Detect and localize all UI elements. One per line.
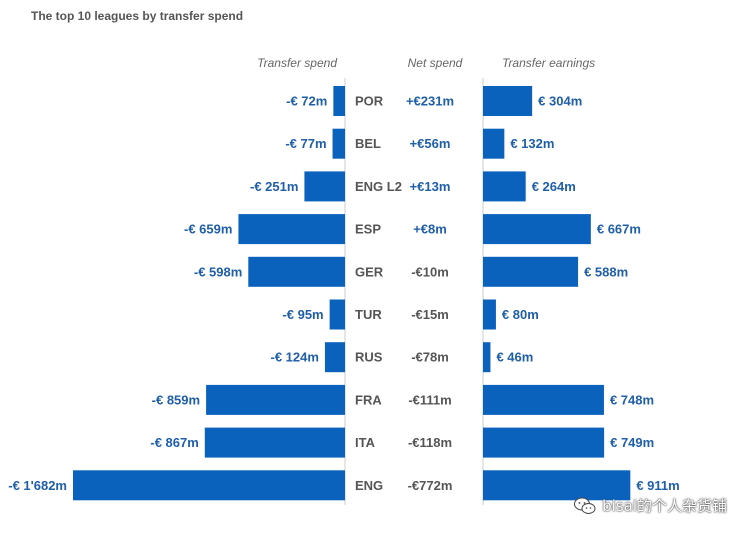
earnings-bar-eng-l2	[483, 171, 526, 202]
chart-title: The top 10 leagues by transfer spend	[31, 9, 243, 23]
net-value-esp: +€8m	[413, 222, 447, 237]
spend-value-eng-l2: -€ 251m	[250, 179, 298, 194]
net-value-rus: -€78m	[411, 350, 449, 365]
spend-bar-eng	[73, 470, 345, 501]
watermark-text: bisal的个人杂货铺	[602, 497, 727, 515]
league-label-tur: TUR	[355, 307, 382, 322]
net-value-por: +€231m	[406, 94, 454, 109]
spend-bar-esp	[238, 214, 345, 245]
league-label-ita: ITA	[355, 435, 376, 450]
net-value-ger: -€10m	[411, 264, 449, 279]
earnings-bar-eng	[483, 470, 631, 501]
earnings-value-ita: € 749m	[610, 435, 654, 450]
net-value-fra: -€111m	[408, 392, 451, 407]
spend-bar-rus	[324, 342, 345, 373]
header-transfer-earnings: Transfer earnings	[502, 56, 595, 70]
header-net-spend: Net spend	[408, 56, 463, 70]
earnings-value-ger: € 588m	[584, 264, 628, 279]
wechat-icon	[574, 497, 596, 514]
spend-bar-tur	[329, 299, 345, 330]
spend-bar-ita	[204, 427, 345, 458]
spend-bar-ger	[248, 256, 345, 287]
earnings-value-rus: € 46m	[496, 350, 533, 365]
spend-value-ita: -€ 867m	[150, 435, 198, 450]
watermark: bisal的个人杂货铺	[574, 495, 727, 516]
spend-value-ger: -€ 598m	[194, 264, 242, 279]
earnings-value-por: € 304m	[538, 94, 582, 109]
league-label-rus: RUS	[355, 350, 383, 365]
net-value-ita: -€118m	[408, 435, 452, 450]
spend-value-eng: -€ 1'682m	[8, 478, 67, 493]
spend-value-tur: -€ 95m	[282, 307, 323, 322]
earnings-value-eng-l2: € 264m	[532, 179, 576, 194]
net-value-eng-l2: +€13m	[410, 179, 451, 194]
league-label-por: POR	[355, 94, 384, 109]
earnings-bar-ita	[483, 427, 605, 458]
spend-bar-eng-l2	[304, 171, 345, 202]
league-label-eng-l2: ENG L2	[355, 179, 402, 194]
spend-value-bel: -€ 77m	[285, 136, 326, 151]
bar-group: -€ 72m POR +€231m € 304m -€ 77m BEL +€56m € 132…	[8, 86, 680, 501]
league-label-esp: ESP	[355, 222, 381, 237]
league-label-fra: FRA	[355, 392, 382, 407]
earnings-value-bel: € 132m	[510, 136, 554, 151]
spend-value-fra: -€ 859m	[152, 392, 200, 407]
earnings-value-esp: € 667m	[597, 222, 641, 237]
earnings-value-tur: € 80m	[502, 307, 539, 322]
league-label-ger: GER	[355, 264, 384, 279]
earnings-bar-por	[483, 86, 533, 116]
spend-value-esp: -€ 659m	[184, 222, 232, 237]
earnings-bar-ger	[483, 256, 579, 287]
net-value-tur: -€15m	[411, 307, 449, 322]
earnings-bar-esp	[483, 214, 591, 245]
earnings-bar-tur	[483, 299, 496, 330]
header-transfer-spend: Transfer spend	[257, 56, 337, 70]
earnings-value-eng: € 911m	[636, 478, 679, 493]
earnings-bar-fra	[483, 384, 604, 415]
earnings-value-fra: € 748m	[610, 392, 654, 407]
league-label-bel: BEL	[355, 136, 381, 151]
spend-bar-fra	[206, 384, 345, 415]
earnings-bar-rus	[483, 342, 491, 373]
spend-value-por: -€ 72m	[286, 94, 327, 109]
league-label-eng: ENG	[355, 478, 383, 493]
spend-bar-bel	[332, 128, 345, 159]
net-value-bel: +€56m	[410, 136, 451, 151]
spend-value-rus: -€ 124m	[271, 350, 319, 365]
net-value-eng: -€772m	[408, 478, 453, 493]
earnings-bar-bel	[483, 128, 505, 159]
spend-bar-por	[333, 86, 345, 116]
